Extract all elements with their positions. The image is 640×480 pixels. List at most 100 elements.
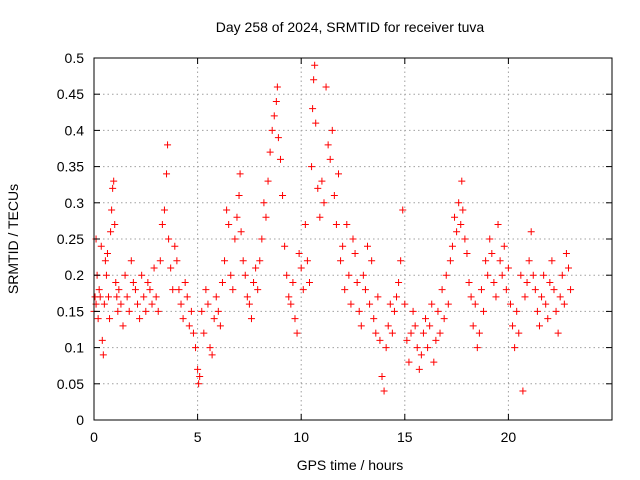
data-point (357, 322, 365, 330)
y-tick-label: 0.4 (65, 122, 85, 138)
data-point (477, 286, 485, 294)
data-point (216, 322, 224, 330)
data-point (96, 293, 104, 301)
data-point (459, 206, 467, 214)
data-point (446, 257, 454, 265)
data-point (181, 278, 189, 286)
data-point (349, 235, 357, 243)
data-point (509, 322, 517, 330)
data-point (332, 221, 340, 229)
data-point (169, 286, 177, 294)
data-point (424, 344, 432, 352)
data-point (461, 235, 469, 243)
data-point (160, 206, 168, 214)
data-point (527, 228, 535, 236)
data-point (144, 278, 152, 286)
data-point (119, 322, 127, 330)
data-point (301, 221, 309, 229)
data-point (236, 170, 244, 178)
data-point (99, 351, 107, 359)
data-point (221, 257, 229, 265)
data-point (239, 257, 247, 265)
data-point (123, 293, 131, 301)
data-point (241, 271, 249, 279)
data-point (415, 365, 423, 373)
data-point (254, 286, 262, 294)
data-point (366, 300, 374, 308)
data-point (102, 271, 110, 279)
data-point (517, 271, 525, 279)
y-tick-label: 0.25 (57, 231, 84, 247)
data-point (330, 192, 338, 200)
data-point (121, 271, 129, 279)
x-tick-label: 5 (194, 429, 202, 445)
data-point (544, 315, 552, 323)
data-point (274, 134, 282, 142)
data-point (538, 293, 546, 301)
data-point (401, 300, 409, 308)
data-point (105, 293, 113, 301)
x-tick-label: 15 (397, 429, 413, 445)
data-point (502, 286, 510, 294)
data-point (548, 257, 556, 265)
data-point (266, 148, 274, 156)
data-point (260, 199, 268, 207)
data-point (345, 271, 353, 279)
data-point (117, 300, 125, 308)
data-point (167, 264, 175, 272)
data-point (386, 300, 394, 308)
data-point (194, 365, 202, 373)
data-point (397, 257, 405, 265)
data-point (535, 322, 543, 330)
data-point (378, 373, 386, 381)
data-point (463, 249, 471, 257)
data-point (422, 315, 430, 323)
data-point (103, 249, 111, 257)
data-point (279, 192, 287, 200)
y-axis-label: SRMTID / TECUs (5, 184, 21, 294)
data-point (314, 184, 322, 192)
data-point (136, 315, 144, 323)
data-point (101, 257, 109, 265)
data-point (471, 300, 479, 308)
data-point (511, 344, 519, 352)
data-point (347, 300, 355, 308)
y-tick-label: 0.05 (57, 376, 84, 392)
data-point (419, 329, 427, 337)
data-point (525, 257, 533, 265)
data-point (212, 293, 220, 301)
data-point (343, 221, 351, 229)
y-tick-label: 0 (76, 412, 84, 428)
data-point (312, 119, 320, 127)
data-point (264, 177, 272, 185)
data-point (291, 315, 299, 323)
data-point (195, 380, 203, 388)
data-point (310, 76, 318, 84)
data-point (134, 300, 142, 308)
data-point (231, 235, 239, 243)
data-point (214, 307, 222, 315)
data-point (467, 293, 475, 301)
data-point (364, 242, 372, 250)
data-point (444, 300, 452, 308)
data-point (114, 307, 122, 315)
data-point (486, 235, 494, 243)
data-point (546, 278, 554, 286)
data-point (372, 329, 380, 337)
data-point (98, 336, 106, 344)
data-point (173, 257, 181, 265)
data-point (328, 126, 336, 134)
data-point (438, 286, 446, 294)
data-point (111, 221, 119, 229)
data-point (359, 271, 367, 279)
data-point (540, 271, 548, 279)
data-point (138, 271, 146, 279)
data-point (202, 286, 210, 294)
data-point (370, 315, 378, 323)
y-tick-label: 0.35 (57, 159, 84, 175)
data-point (382, 344, 390, 352)
data-point (326, 155, 334, 163)
data-point (187, 307, 195, 315)
data-point (506, 300, 514, 308)
